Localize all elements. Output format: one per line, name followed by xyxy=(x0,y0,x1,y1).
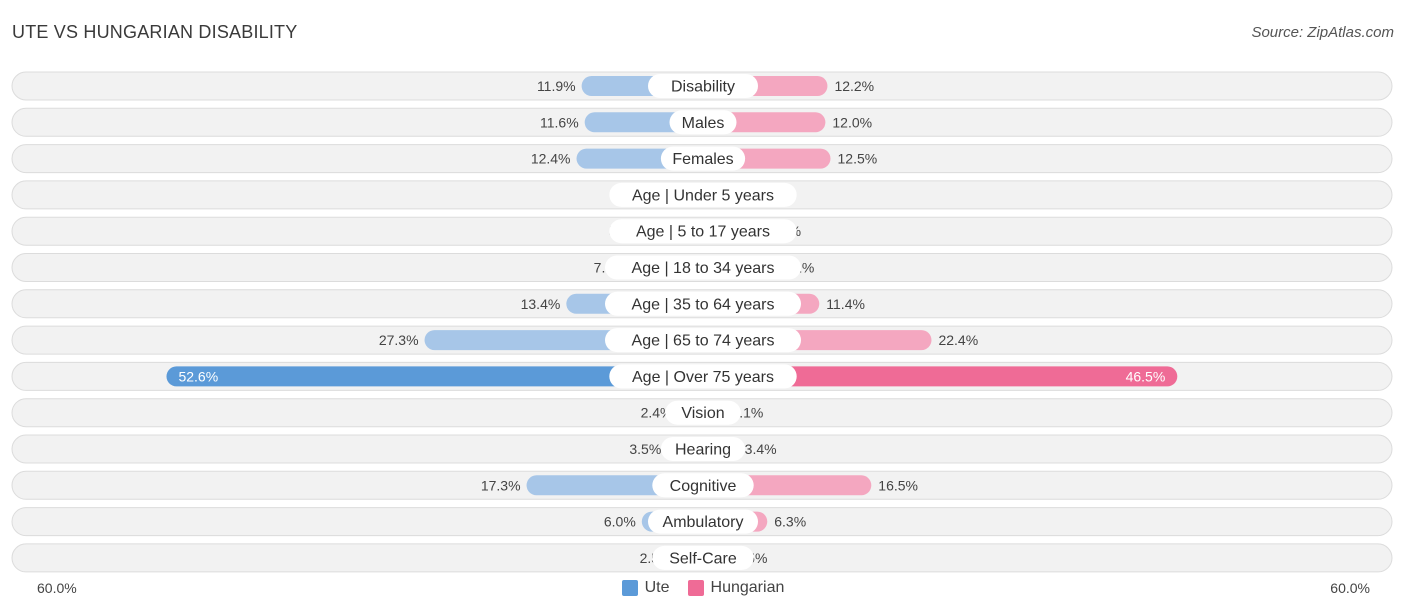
value-label-hungarian: 3.4% xyxy=(745,441,777,457)
value-label-ute: 11.6% xyxy=(540,114,579,130)
value-label-hungarian: 12.0% xyxy=(832,114,872,130)
hungarian-swatch xyxy=(687,580,704,596)
category-pill xyxy=(660,146,746,171)
value-label-ute: 13.4% xyxy=(521,296,561,312)
value-label-ute: 2.4% xyxy=(641,405,673,421)
value-label-hungarian: 46.5% xyxy=(1126,368,1166,384)
category-label: Age | 5 to 17 years xyxy=(636,224,770,241)
legend: Ute Hungarian xyxy=(0,579,1406,597)
category-label: Self-Care xyxy=(669,550,737,567)
category-label: Hearing xyxy=(675,442,731,459)
value-label-hungarian: 22.4% xyxy=(938,332,978,348)
category-pill xyxy=(652,545,754,570)
category-label: Age | 65 to 74 years xyxy=(632,333,775,350)
category-label: Cognitive xyxy=(670,478,737,495)
category-pill xyxy=(648,509,758,534)
category-pill xyxy=(609,182,797,207)
value-label-ute: 11.9% xyxy=(537,78,576,94)
legend-label-hungarian: Hungarian xyxy=(710,579,785,596)
bar-ute xyxy=(166,366,714,387)
value-label-ute: 52.6% xyxy=(178,368,218,384)
category-label: Disability xyxy=(671,79,735,96)
chart-title: UTE VS HUNGARIAN DISABILITY xyxy=(12,22,298,42)
category-label: Females xyxy=(672,151,733,168)
category-pill xyxy=(648,74,758,98)
category-pill xyxy=(605,328,801,353)
value-label-hungarian: 16.5% xyxy=(878,477,918,493)
category-pill xyxy=(605,255,801,280)
category-pill xyxy=(660,437,746,461)
legend-item-hungarian: Hungarian xyxy=(687,579,785,597)
category-pill xyxy=(609,364,797,389)
category-label: Age | 18 to 34 years xyxy=(632,260,775,277)
category-pill xyxy=(605,291,801,316)
ute-swatch xyxy=(621,580,638,596)
category-pill xyxy=(652,473,754,498)
category-pill xyxy=(665,400,741,425)
value-label-ute: 12.4% xyxy=(531,151,571,167)
value-label-hungarian: 12.2% xyxy=(834,78,874,94)
category-label: Age | Under 5 years xyxy=(632,187,774,204)
value-label-ute: 27.3% xyxy=(379,332,419,348)
category-pill xyxy=(669,110,737,135)
value-label-ute: 6.0% xyxy=(604,514,636,530)
category-label: Age | 35 to 64 years xyxy=(632,296,775,313)
value-label-ute: 3.5% xyxy=(629,441,661,457)
legend-item-ute: Ute xyxy=(621,579,670,597)
axis-right-label: 60.0% xyxy=(1330,580,1370,596)
category-label: Ambulatory xyxy=(663,514,744,531)
axis-left-label: 60.0% xyxy=(37,580,77,596)
category-label: Age | Over 75 years xyxy=(632,369,774,386)
category-label: Vision xyxy=(681,405,724,422)
source-credit: Source: ZipAtlas.com xyxy=(1251,24,1394,41)
legend-label-ute: Ute xyxy=(644,579,670,596)
value-label-hungarian: 6.3% xyxy=(774,514,806,530)
category-pill xyxy=(609,219,797,244)
value-label-ute: 17.3% xyxy=(481,477,521,493)
category-label: Males xyxy=(682,115,725,132)
value-label-hungarian: 12.5% xyxy=(838,151,878,167)
value-label-hungarian: 11.4% xyxy=(826,296,865,312)
bar-hungarian xyxy=(693,366,1178,387)
diverging-bar-chart: 11.9% 12.2% Disability 11.6% 12.0% Males 12.4%… xyxy=(11,71,1393,573)
